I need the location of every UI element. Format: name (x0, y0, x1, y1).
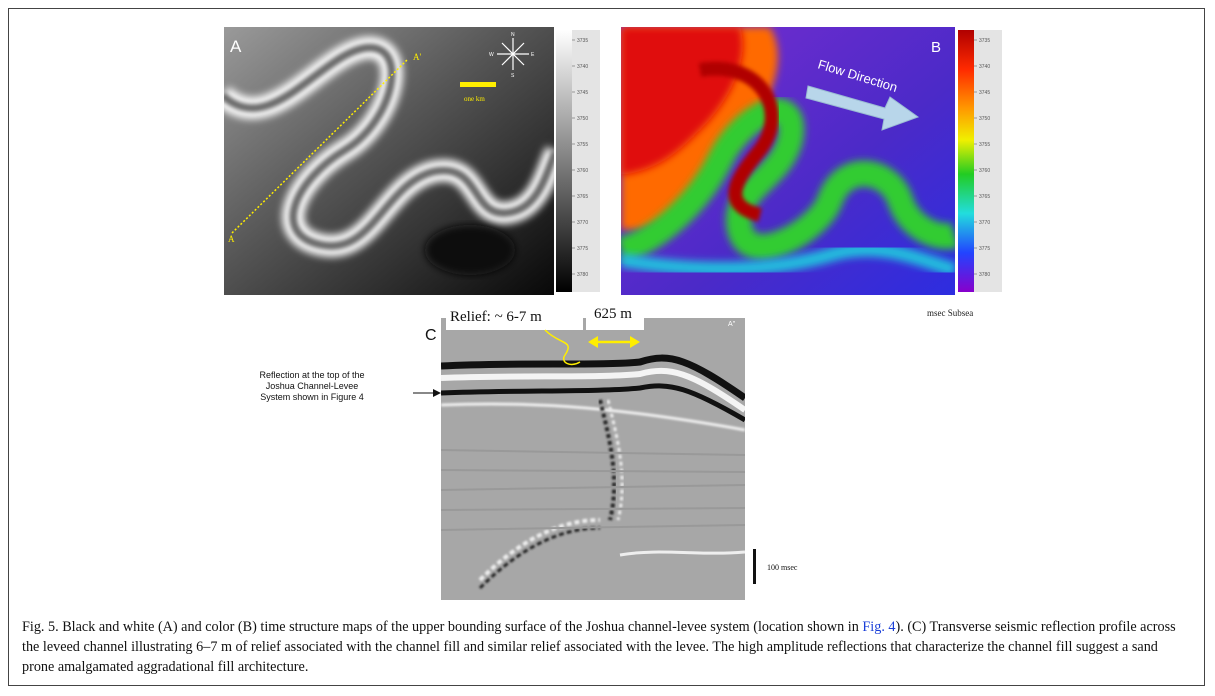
colorbar-label: 3745 (979, 90, 990, 96)
note-line: System shown in Figure 4 (260, 392, 364, 402)
scale-bar (460, 82, 496, 87)
compass-n: N (511, 32, 515, 38)
colorbar-label: 3765 (577, 194, 588, 200)
profile-end: A'' (728, 321, 735, 328)
caption-text: Fig. 5. Black and white (A) and color (B… (22, 619, 862, 635)
caption: Fig. 5. Black and white (A) and color (B… (22, 617, 1192, 677)
panel-label: C (425, 327, 437, 344)
note-line: Reflection at the top of the (259, 370, 364, 380)
colorbar-label: 3780 (577, 272, 588, 278)
colorbar-label: 3745 (577, 90, 588, 96)
colorbar-label: 3755 (979, 142, 990, 148)
compass-w: W (489, 52, 494, 58)
colorbar (556, 30, 572, 292)
colorbar-label: 3735 (979, 38, 990, 44)
units-label: msec Subsea (927, 308, 973, 318)
colorbar-label: 3760 (577, 168, 588, 174)
colorbar-label: 3750 (577, 116, 588, 122)
colorbar-label: 3780 (979, 272, 990, 278)
panel-label: A (230, 37, 242, 56)
colorbar-label: 3755 (577, 142, 588, 148)
relief-label: Relief: ~ 6-7 m (450, 309, 542, 325)
panel-c-image (441, 318, 745, 600)
profile-start: A (228, 234, 235, 244)
colorbar-label: 3770 (979, 220, 990, 226)
note-arrowhead (433, 389, 441, 397)
width-label: 625 m (594, 306, 632, 322)
colorbar-label: 3740 (979, 64, 990, 70)
figure: A A' A one km N E S W Flow Direction B m… (0, 0, 1215, 610)
scale-label: one km (464, 95, 485, 103)
time-scale-label: 100 msec (767, 563, 798, 572)
colorbar (958, 30, 974, 292)
panel-a-image (222, 27, 556, 295)
colorbar-label: 3750 (979, 116, 990, 122)
colorbar-label: 3735 (577, 38, 588, 44)
colorbar-label: 3760 (979, 168, 990, 174)
colorbar-label: 3770 (577, 220, 588, 226)
figure-link[interactable]: Fig. 4 (862, 619, 895, 635)
note-line: Joshua Channel-Levee (266, 381, 359, 391)
panel-b-image (621, 27, 955, 295)
colorbar-label: 3740 (577, 64, 588, 70)
page: {"figure": { "panel_a": {"label": "A", "… (0, 0, 1215, 696)
colorbar-label: 3765 (979, 194, 990, 200)
time-scale-bar (753, 549, 756, 584)
colorbar-label: 3775 (577, 246, 588, 252)
colorbar-label: 3775 (979, 246, 990, 252)
panel-label: B (931, 39, 941, 56)
profile-end: A' (413, 52, 421, 62)
